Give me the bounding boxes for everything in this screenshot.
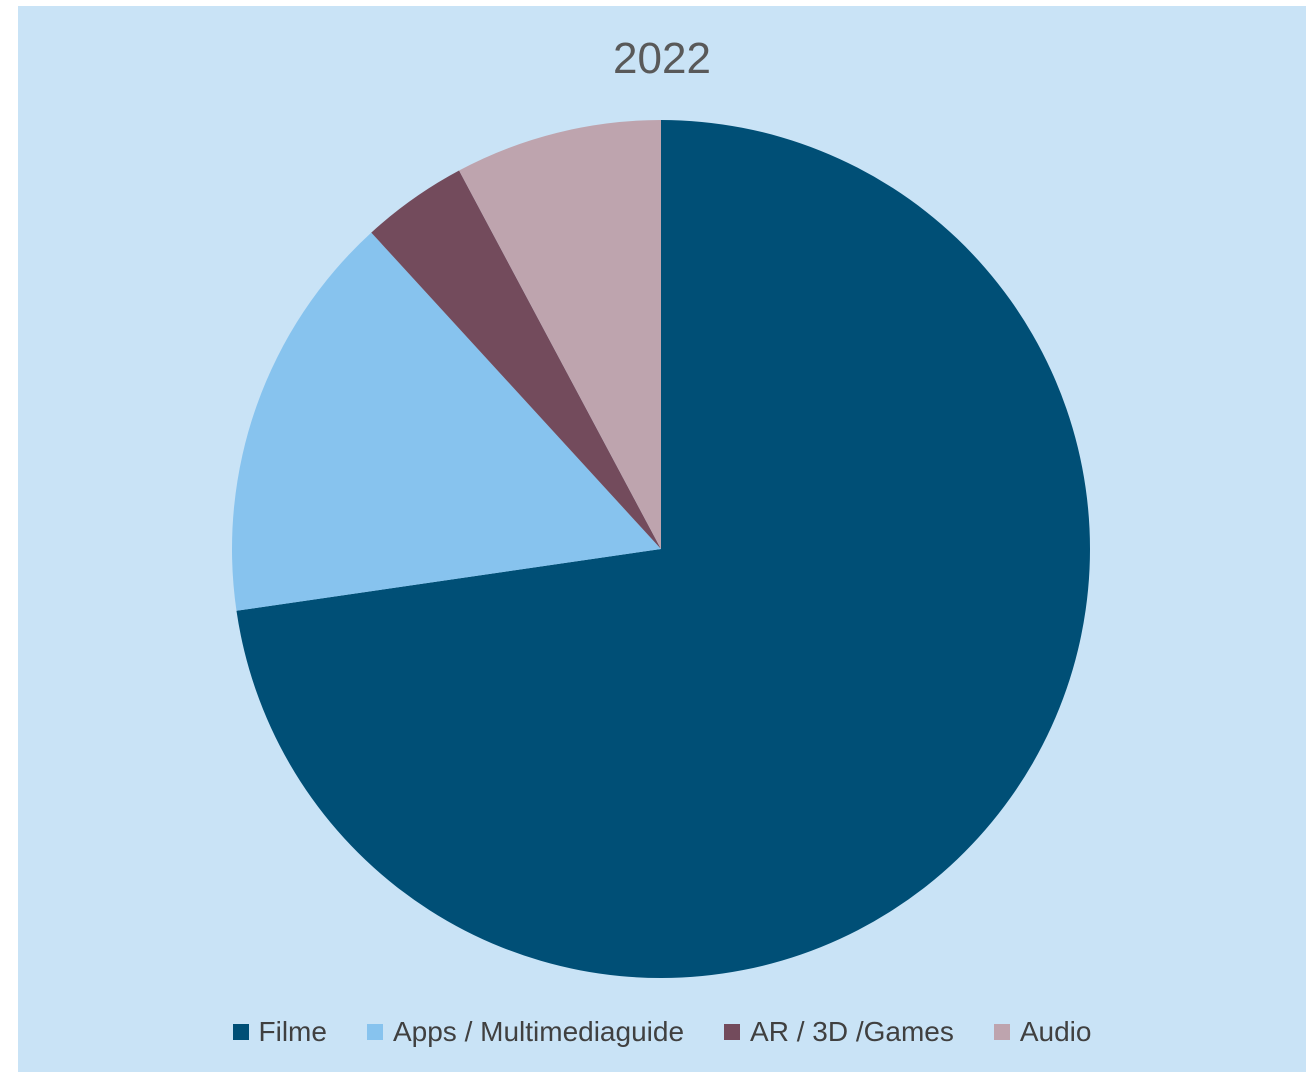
legend-label-ar-games: AR / 3D /Games — [750, 1016, 954, 1047]
legend-item-apps: Apps / Multimediaguide — [366, 1016, 685, 1048]
pie-slice-ar-games — [371, 170, 661, 549]
legend-label-filme: Filme — [258, 1016, 327, 1047]
legend-swatch-audio — [993, 1024, 1010, 1040]
legend-item-filme: Filme — [232, 1016, 327, 1048]
pie-slice-apps — [232, 232, 661, 611]
pie-chart — [232, 120, 1090, 978]
legend-label-apps: Apps / Multimediaguide — [392, 1016, 685, 1047]
pie-slice-audio — [459, 120, 661, 549]
chart-title: 2022 — [613, 34, 711, 83]
legend-label-audio: Audio — [1019, 1016, 1092, 1047]
pie-slice-filme — [236, 120, 1090, 978]
legend: Filme Apps / Multimediaguide AR / 3D /Ga… — [18, 1016, 1306, 1048]
legend-swatch-filme — [232, 1024, 249, 1040]
legend-swatch-apps — [366, 1024, 383, 1040]
chart-area: 2022 Filme Apps / Multimediaguide AR / 3… — [18, 6, 1306, 1072]
legend-item-audio: Audio — [993, 1016, 1092, 1048]
legend-item-ar-games: AR / 3D /Games — [724, 1016, 954, 1048]
legend-swatch-ar-games — [724, 1024, 741, 1040]
